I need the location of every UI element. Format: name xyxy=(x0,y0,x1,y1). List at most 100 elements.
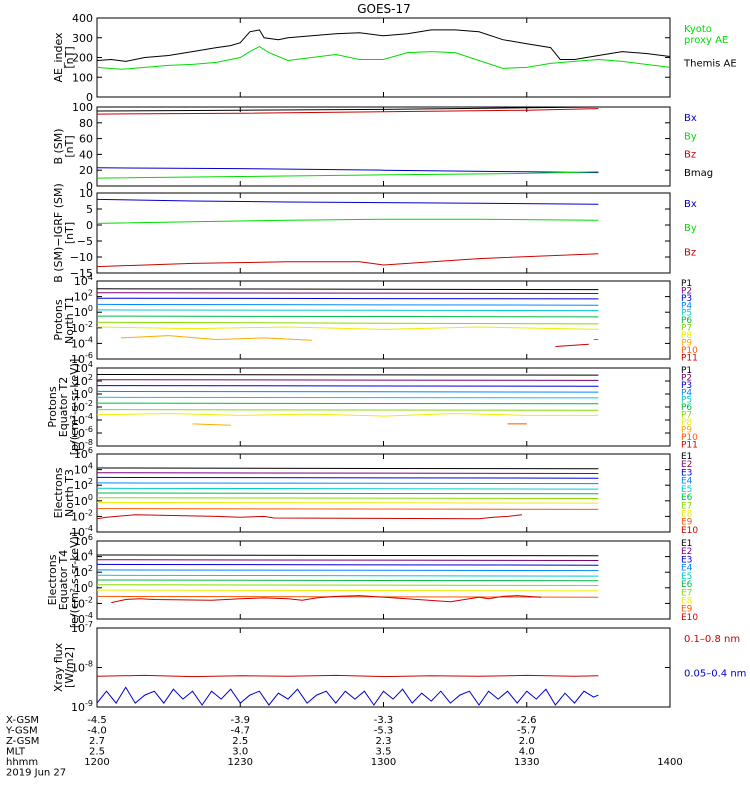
y-tick-label: 100 xyxy=(74,386,93,401)
y-axis-label: B (SM)−IGRF (SM)[nT] xyxy=(52,183,76,283)
legend-label: P6 xyxy=(681,403,692,413)
panel-frame xyxy=(96,627,671,708)
x-axis-row-value: 3.0 xyxy=(232,747,248,758)
series-line-e9 xyxy=(96,508,599,510)
legend-label: By xyxy=(684,131,697,142)
series-line-0-1-0-8-nm xyxy=(96,674,599,678)
x-axis-row-label: X-GSM xyxy=(6,715,39,726)
legend-label: P1 xyxy=(681,279,692,289)
legend-label: P8 xyxy=(681,418,692,428)
series-line-p8 xyxy=(96,326,599,330)
legend-label: P4 xyxy=(681,388,692,398)
legend-label: E7 xyxy=(681,501,692,511)
legend-label: P10 xyxy=(681,346,698,356)
series-line-p9 xyxy=(120,335,312,341)
x-axis-row-value: -3.3 xyxy=(374,715,394,726)
y-tick-label: −15 xyxy=(70,267,93,280)
y-tick-label: 0 xyxy=(86,180,93,193)
y-tick-label: 200 xyxy=(72,52,93,65)
legend-label: P3 xyxy=(681,294,692,304)
legend-label: Bmag xyxy=(684,168,713,179)
y-tick-label: 10-4 xyxy=(71,335,93,350)
series-line-p1 xyxy=(96,374,599,376)
x-axis-row-value: -4.5 xyxy=(87,715,107,726)
y-tick-label: 10-2 xyxy=(71,399,93,414)
x-axis-row-value: 2.5 xyxy=(232,736,248,747)
series-line-p3 xyxy=(96,385,599,387)
y-tick-label: 104 xyxy=(74,273,93,288)
x-axis-row-value: -2.6 xyxy=(517,715,537,726)
series-line-p4 xyxy=(96,303,599,306)
series-line-kyoto-proxy-ae xyxy=(96,46,671,70)
x-axis-row-value: 1200 xyxy=(84,757,109,768)
y-tick-label: 10-2 xyxy=(71,508,93,523)
series-line-by xyxy=(96,171,599,179)
y-tick-label: 10 xyxy=(79,187,93,200)
y-tick-label: 100 xyxy=(74,493,93,508)
legend-label: P11 xyxy=(681,353,698,363)
x-axis-row-value: 2.7 xyxy=(89,736,105,747)
y-tick-label: 100 xyxy=(72,71,93,84)
series-line-bx xyxy=(96,167,599,174)
legend-label: P8 xyxy=(681,331,692,341)
panel-bigrf: −15 −10 −5 0 5 10B (SM)−IGRF (SM)[nT] Bx By Bz xyxy=(52,183,697,283)
series-line-e4 xyxy=(96,569,599,572)
y-tick-label: −5 xyxy=(77,235,93,248)
y-axis-label: B (SM)[nT] xyxy=(52,128,76,164)
series-line-e8 xyxy=(96,589,599,592)
y-tick-label: −10 xyxy=(70,251,93,264)
y-tick-label: 10-4 xyxy=(71,611,93,626)
legend-label: P3 xyxy=(681,381,692,391)
legend-label: 0.1–0.8 nm xyxy=(684,634,740,645)
legend-label: E9 xyxy=(681,518,693,528)
x-axis-row-value: 1230 xyxy=(228,757,253,768)
series-line-p5 xyxy=(96,396,599,399)
y-axis-label: AE_index[nT] xyxy=(52,32,76,83)
y-axis-label: ElectronsNorth T3 xyxy=(52,467,76,518)
legend-label: Bz xyxy=(684,150,696,161)
legend-label: E6 xyxy=(681,580,693,590)
x-axis-row-label: Y-GSM xyxy=(5,726,38,737)
y-tick-label: 10-9 xyxy=(71,699,93,714)
y-tick-label: 60 xyxy=(79,133,93,146)
legend-label: P5 xyxy=(681,396,692,406)
legend-label: P9 xyxy=(681,425,692,435)
series-line-e9 xyxy=(96,595,599,598)
y-tick-label: 10-2 xyxy=(71,320,93,335)
series-line-p1 xyxy=(96,288,599,291)
x-axis-row-value: -4.7 xyxy=(230,726,250,737)
series-line-p7 xyxy=(96,321,599,325)
legend-label: P11 xyxy=(681,440,698,450)
legend-label: P2 xyxy=(681,286,692,296)
y-tick-label: 10-8 xyxy=(71,438,93,453)
legend-label: P1 xyxy=(681,366,692,376)
y-tick-label: 10-4 xyxy=(71,524,93,539)
y-axis-label: Xray flux[W/m2] xyxy=(52,642,76,692)
y-axis-label: ElectronsEquator T4[e/(cm²-s-sr-keV)] xyxy=(46,532,81,628)
y-tick-label: 102 xyxy=(74,373,93,388)
legend-label: By xyxy=(684,223,697,234)
series-line-e10 xyxy=(96,514,523,520)
y-tick-label: 10-6 xyxy=(71,425,93,440)
y-tick-label: 10-8 xyxy=(71,660,93,675)
y-tick-label: 106 xyxy=(74,533,93,548)
x-axis-row-value: -5.7 xyxy=(517,726,537,737)
panel-xray: 10-7 10-8 10-9 Xray flux[W/m2] 0.1–0.8 nm 0.0… xyxy=(52,620,746,714)
series-line-p3 xyxy=(96,297,599,300)
x-axis-row-value: 2.0 xyxy=(519,736,535,747)
y-tick-label: 300 xyxy=(72,32,93,45)
legend-label: proxy AE xyxy=(684,35,728,46)
y-axis-label: ProtonsNorth T1 xyxy=(52,296,76,344)
legend-label: E4 xyxy=(681,477,693,487)
series-line-e3 xyxy=(96,563,599,566)
legend-label: E2 xyxy=(681,547,692,557)
x-axis-annotation: X-GSM -4.5 -3.9 -3.3 -2.6 Y-GSM -4.0 -4.7 -5.3 -5… xyxy=(5,715,683,779)
y-tick-label: 100 xyxy=(72,101,93,114)
legend-label: E2 xyxy=(681,460,692,470)
y-axis-label: ProtonsEquator T2[p/(cm²-s-sr-keV)] xyxy=(46,359,81,456)
legend-label: P7 xyxy=(681,411,692,421)
legend-label: E6 xyxy=(681,493,693,503)
